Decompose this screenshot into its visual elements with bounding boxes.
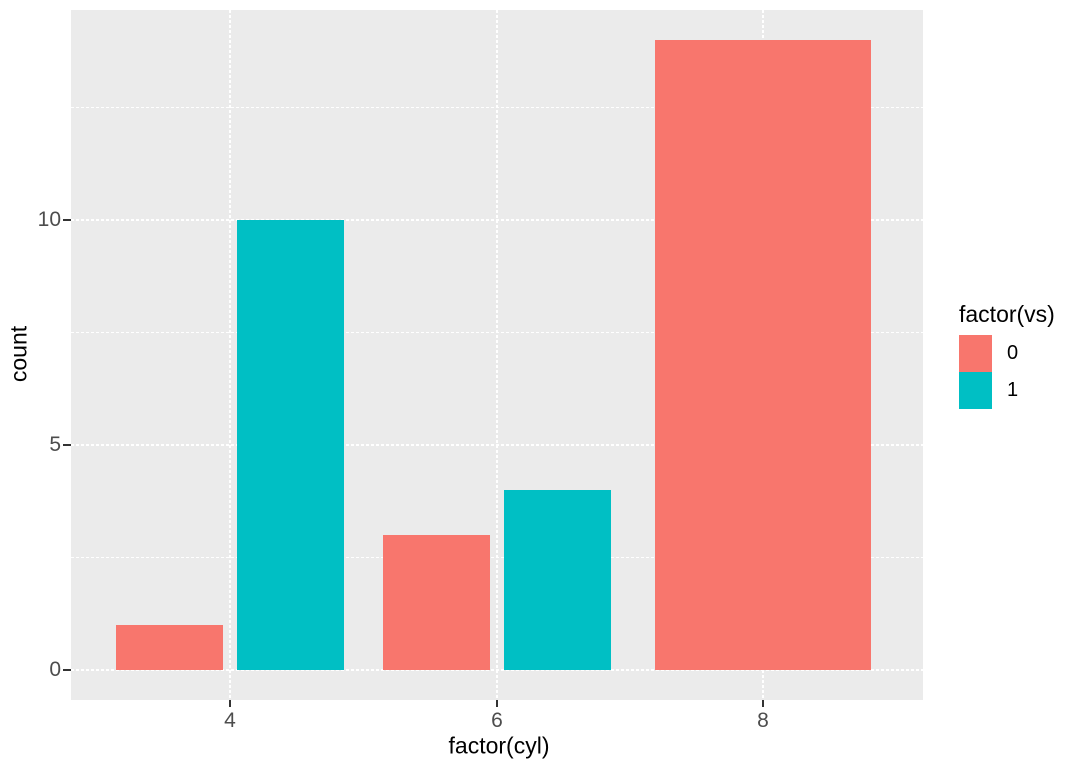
x-axis-title: factor(cyl) [448,732,550,759]
legend-swatch-0 [959,335,992,372]
x-axis-tick-6 [496,700,498,707]
x-axis-tick-4 [229,700,231,707]
gridline-y-major [71,669,923,671]
y-axis-tick-0 [63,669,71,671]
legend-swatch-1 [959,372,992,409]
bar-cyl6-vs1 [504,490,611,670]
x-tick-label-8: 8 [757,709,769,732]
gridline-x-major-4 [229,10,231,700]
legend-key-label-1: 1 [1007,379,1019,401]
x-axis-tick-8 [762,700,764,707]
y-axis-tick-10 [63,219,71,221]
y-tick-label-0: 0 [49,658,61,681]
x-tick-label-4: 4 [224,709,236,732]
bar-cyl4-vs0 [116,625,223,670]
gridline-y-minor [71,557,923,558]
x-tick-label-6: 6 [491,709,503,732]
gridline-y-minor [71,107,923,108]
legend-key-1: 1 [959,372,1055,409]
gridline-x-major-6 [496,10,498,700]
gridline-y-major [71,444,923,446]
legend-key-0: 0 [959,335,1055,372]
y-tick-label-10: 10 [37,208,61,231]
y-axis-tick-5 [63,444,71,446]
legend-key-label-0: 0 [1007,342,1019,364]
gridline-y-major [71,219,923,221]
y-axis-title: count [5,325,32,383]
plot-panel [71,10,923,700]
bar-cyl8-vs0 [655,40,871,670]
bar-cyl4-vs1 [237,220,344,670]
y-tick-label-5: 5 [49,433,61,456]
legend-title: factor(vs) [959,301,1055,327]
gridline-y-minor [71,332,923,333]
bar-cyl6-vs0 [383,535,490,670]
